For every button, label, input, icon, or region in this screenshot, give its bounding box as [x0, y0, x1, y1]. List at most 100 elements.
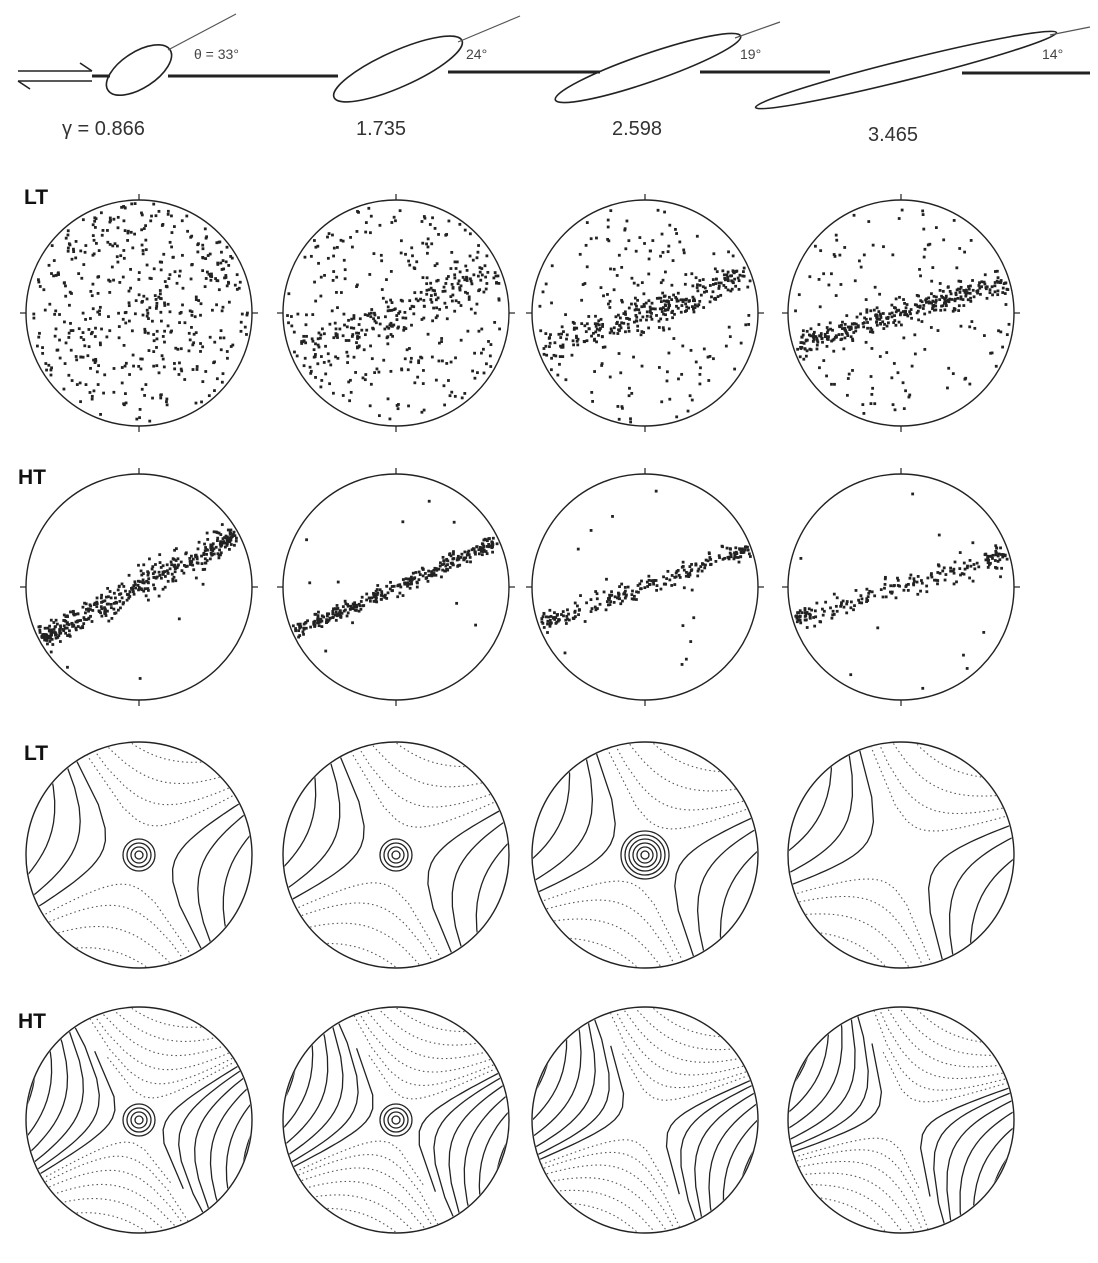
pole-point	[204, 236, 208, 240]
pole-point	[90, 397, 94, 401]
pole-point	[419, 290, 423, 294]
pole-point	[459, 304, 463, 307]
pole-point	[100, 593, 103, 597]
pole-point	[355, 285, 358, 288]
pole-point	[182, 571, 186, 575]
pole-point	[122, 256, 126, 260]
pole-point	[220, 523, 224, 526]
pole-point	[216, 263, 220, 266]
pole-point	[341, 394, 345, 397]
pole-point	[99, 343, 102, 347]
pole-point	[706, 355, 710, 359]
pole-point	[666, 569, 670, 573]
pole-point	[85, 607, 88, 611]
pole-point	[952, 571, 956, 575]
contour-line	[1011, 820, 1013, 967]
pole-point	[357, 609, 361, 613]
pole-point	[175, 281, 179, 285]
pole-point	[727, 250, 730, 254]
stereonet-ht-contour-4	[787, 1006, 1015, 1234]
pole-point	[605, 600, 609, 603]
pole-point	[625, 219, 629, 223]
pole-point	[999, 279, 1003, 282]
pole-point	[53, 334, 57, 338]
pole-point	[808, 616, 812, 619]
pole-point	[825, 344, 829, 348]
pole-point	[997, 552, 1001, 556]
pole-point	[803, 347, 807, 351]
pole-point	[815, 338, 819, 342]
pole-point	[648, 305, 652, 309]
pole-point	[64, 284, 67, 288]
pole-point	[649, 307, 653, 311]
pole-point	[682, 586, 686, 590]
pole-point	[93, 335, 97, 338]
pole-point	[809, 327, 813, 331]
pole-point	[58, 628, 62, 631]
pole-point	[594, 608, 598, 612]
pole-point	[344, 602, 348, 606]
pole-point	[694, 563, 698, 567]
pole-point	[448, 552, 452, 556]
pole-point	[402, 326, 406, 329]
pole-point	[109, 219, 112, 222]
pole-point	[849, 600, 853, 604]
pole-point	[445, 362, 449, 365]
pole-point	[355, 603, 358, 607]
pole-point	[328, 382, 332, 386]
pole-point	[873, 594, 877, 598]
pole-point	[898, 584, 901, 588]
pole-point	[954, 291, 958, 295]
pole-point	[122, 585, 126, 588]
pole-point	[335, 612, 339, 616]
pole-point	[862, 412, 866, 415]
pole-point	[496, 274, 500, 278]
pole-point	[451, 293, 455, 297]
pole-point	[58, 313, 61, 316]
pole-point	[556, 373, 560, 377]
pole-point	[831, 338, 835, 342]
stippled-contour	[0, 1255, 1098, 1263]
pole-point	[93, 361, 97, 364]
pole-point	[907, 582, 910, 586]
pole-point	[464, 290, 467, 294]
primitive-circle	[282, 1006, 510, 1234]
pole-point	[562, 614, 565, 618]
contour-line	[789, 743, 833, 916]
pole-point	[573, 601, 577, 605]
stippled-contour	[789, 1008, 1013, 1033]
pole-point	[725, 273, 729, 277]
pole-point	[413, 576, 417, 580]
pole-point	[245, 333, 248, 336]
pole-point	[319, 355, 323, 358]
pole-point	[541, 290, 545, 294]
pole-point	[100, 233, 104, 237]
pole-point	[401, 578, 405, 581]
pole-point	[137, 586, 141, 589]
pole-point	[299, 625, 303, 629]
pole-point	[54, 309, 58, 313]
pole-point	[372, 327, 375, 331]
pole-point	[915, 311, 919, 315]
pole-point	[875, 317, 879, 321]
pole-point	[851, 369, 854, 372]
pole-point	[967, 285, 970, 288]
stippled-contour	[284, 743, 508, 788]
pole-point	[684, 574, 688, 578]
pole-point	[548, 621, 552, 625]
pole-point	[869, 402, 873, 406]
pole-point	[643, 586, 647, 590]
pole-point	[919, 299, 923, 303]
pole-point	[417, 359, 421, 363]
pole-point	[183, 378, 187, 381]
pole-point	[541, 615, 545, 619]
pole-point	[430, 574, 434, 578]
pole-point	[293, 350, 296, 354]
pole-point	[64, 619, 68, 623]
pole-point	[802, 357, 806, 361]
pole-point	[737, 287, 741, 291]
pole-point	[189, 562, 193, 565]
pole-point	[159, 310, 163, 314]
stippled-contour	[789, 1137, 920, 1198]
